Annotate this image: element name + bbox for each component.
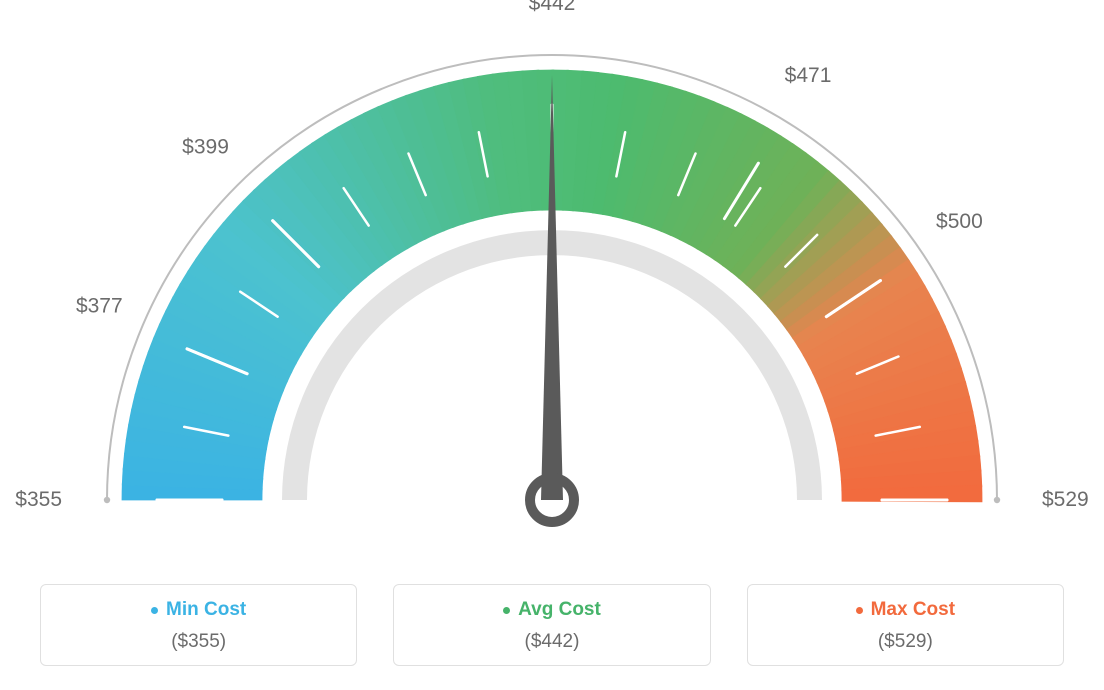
gauge-scale-label: $500 — [936, 210, 983, 233]
legend-title-text-max: Max Cost — [871, 599, 955, 621]
legend-dot-icon — [856, 607, 863, 614]
gauge-scale-label: $377 — [76, 294, 123, 317]
legend-item-max: Max Cost ($529) — [747, 584, 1064, 666]
gauge-chart-container: { "gauge": { "type": "gauge", "min_value… — [0, 0, 1104, 690]
legend-value-max: ($529) — [758, 631, 1053, 653]
gauge-scale-label: $471 — [785, 64, 832, 87]
gauge-scale-label: $529 — [1042, 488, 1089, 511]
legend-value-avg: ($442) — [404, 631, 699, 653]
legend-dot-icon — [151, 607, 158, 614]
legend-title-min: Min Cost — [151, 599, 246, 621]
outer-arc-start-dot — [104, 497, 110, 503]
outer-arc-end-dot — [994, 497, 1000, 503]
legend-dot-icon — [503, 607, 510, 614]
legend-title-text-avg: Avg Cost — [518, 599, 601, 621]
gauge-scale-label: $399 — [182, 136, 229, 159]
legend-item-min: Min Cost ($355) — [40, 584, 357, 666]
legend-title-avg: Avg Cost — [503, 599, 601, 621]
gauge-svg: $355 $377 $399 $442 $471 $500 $529 — [0, 0, 1104, 560]
legend-item-avg: Avg Cost ($442) — [393, 584, 710, 666]
legend-title-max: Max Cost — [856, 599, 955, 621]
gauge-scale-label: $355 — [15, 488, 62, 511]
legend-row: Min Cost ($355) Avg Cost ($442) Max Cost… — [0, 584, 1104, 666]
legend-title-text-min: Min Cost — [166, 599, 246, 621]
legend-value-min: ($355) — [51, 631, 346, 653]
gauge-scale-label: $442 — [529, 0, 576, 15]
gauge-area: $355 $377 $399 $442 $471 $500 $529 — [0, 0, 1104, 560]
